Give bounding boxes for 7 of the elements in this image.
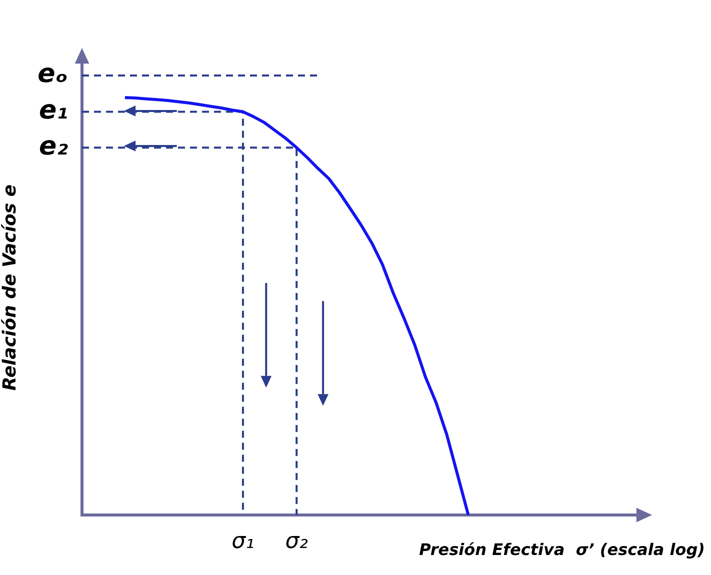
- x-axis-title: Presión Efectiva σ’ (escala log): [419, 540, 705, 560]
- ref-line-label: e₂: [38, 131, 69, 162]
- ref-line-label: eₒ: [38, 59, 68, 90]
- y-axis-title: Relación de Vacíos e: [0, 184, 20, 391]
- x-tick-label: σ₂: [285, 528, 308, 554]
- x-tick-label: σ₁: [232, 528, 254, 554]
- ref-line-label: e₁: [38, 96, 68, 126]
